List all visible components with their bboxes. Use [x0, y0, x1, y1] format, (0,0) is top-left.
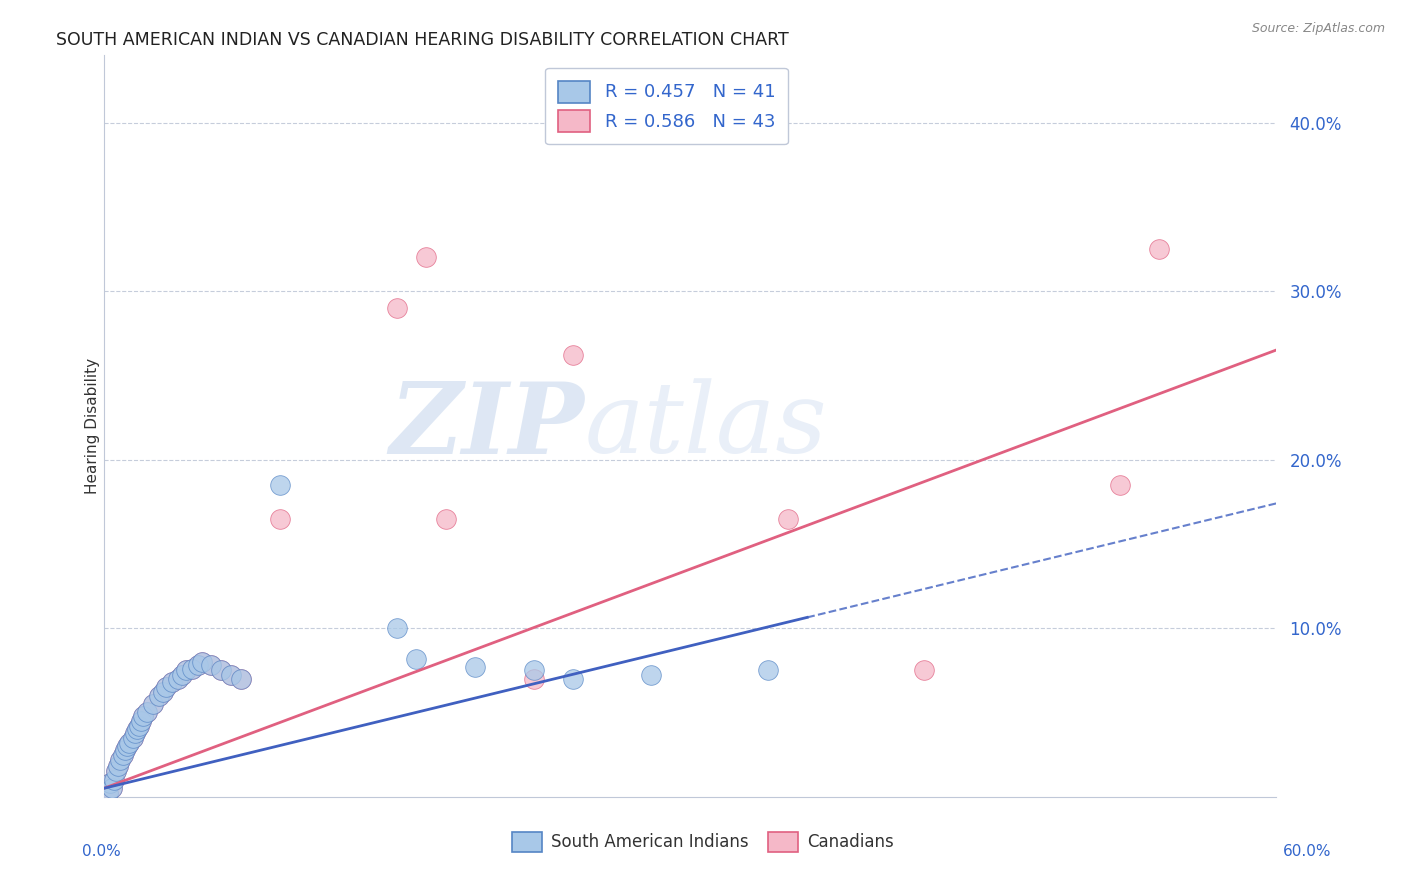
Point: [209, 663, 232, 677]
Point: [129, 714, 152, 728]
Point: [219, 668, 242, 682]
Text: ZIP: ZIP: [389, 377, 585, 475]
Point: [912, 663, 935, 677]
Point: [104, 764, 127, 779]
Point: [219, 668, 242, 682]
Point: [148, 689, 170, 703]
Point: [174, 663, 197, 677]
Point: [127, 723, 149, 737]
Point: [229, 672, 252, 686]
Point: [100, 781, 122, 796]
Y-axis label: Hearing Disability: Hearing Disability: [86, 358, 100, 494]
Point: [200, 658, 222, 673]
Point: [118, 736, 141, 750]
Point: [122, 731, 145, 745]
Point: [162, 675, 184, 690]
Point: [640, 668, 662, 682]
Point: [127, 723, 149, 737]
Point: [464, 660, 486, 674]
Point: [167, 672, 190, 686]
Point: [114, 742, 136, 756]
Point: [124, 725, 146, 739]
Point: [415, 251, 437, 265]
Point: [756, 663, 779, 677]
Point: [103, 772, 125, 787]
Point: [561, 348, 583, 362]
Point: [108, 753, 131, 767]
Point: [174, 663, 197, 677]
Point: [112, 747, 135, 762]
Point: [112, 747, 135, 762]
Text: atlas: atlas: [585, 378, 827, 474]
Point: [104, 764, 127, 779]
Point: [209, 663, 232, 677]
Point: [148, 689, 170, 703]
Point: [385, 621, 408, 635]
Text: SOUTH AMERICAN INDIAN VS CANADIAN HEARING DISABILITY CORRELATION CHART: SOUTH AMERICAN INDIAN VS CANADIAN HEARIN…: [56, 31, 789, 49]
Legend: South American Indians, Canadians: South American Indians, Canadians: [506, 825, 900, 859]
Point: [523, 672, 546, 686]
Point: [776, 511, 799, 525]
Point: [97, 786, 120, 800]
Point: [128, 719, 150, 733]
Point: [155, 680, 177, 694]
Point: [128, 719, 150, 733]
Point: [1147, 242, 1170, 256]
Point: [132, 708, 155, 723]
Point: [98, 776, 121, 790]
Point: [107, 759, 129, 773]
Point: [1108, 478, 1130, 492]
Point: [97, 786, 120, 800]
Point: [114, 742, 136, 756]
Point: [152, 685, 174, 699]
Point: [170, 668, 193, 682]
Text: Source: ZipAtlas.com: Source: ZipAtlas.com: [1251, 22, 1385, 36]
Point: [107, 759, 129, 773]
Legend: R = 0.457   N = 41, R = 0.586   N = 43: R = 0.457 N = 41, R = 0.586 N = 43: [546, 68, 787, 145]
Text: 0.0%: 0.0%: [82, 845, 121, 859]
Point: [190, 655, 212, 669]
Point: [434, 511, 457, 525]
Point: [124, 725, 146, 739]
Point: [152, 685, 174, 699]
Point: [117, 739, 139, 753]
Point: [385, 301, 408, 315]
Point: [142, 697, 165, 711]
Point: [103, 772, 125, 787]
Point: [190, 655, 212, 669]
Point: [117, 739, 139, 753]
Point: [135, 706, 157, 720]
Point: [269, 478, 291, 492]
Point: [269, 511, 291, 525]
Point: [122, 731, 145, 745]
Point: [405, 651, 427, 665]
Point: [142, 697, 165, 711]
Point: [129, 714, 152, 728]
Point: [100, 781, 122, 796]
Point: [561, 672, 583, 686]
Point: [229, 672, 252, 686]
Point: [162, 675, 184, 690]
Point: [118, 736, 141, 750]
Point: [200, 658, 222, 673]
Point: [187, 658, 209, 673]
Point: [180, 662, 202, 676]
Text: 60.0%: 60.0%: [1284, 845, 1331, 859]
Point: [135, 706, 157, 720]
Point: [523, 663, 546, 677]
Point: [108, 753, 131, 767]
Point: [98, 776, 121, 790]
Point: [187, 658, 209, 673]
Point: [167, 672, 190, 686]
Point: [180, 662, 202, 676]
Point: [170, 668, 193, 682]
Point: [132, 708, 155, 723]
Point: [155, 680, 177, 694]
